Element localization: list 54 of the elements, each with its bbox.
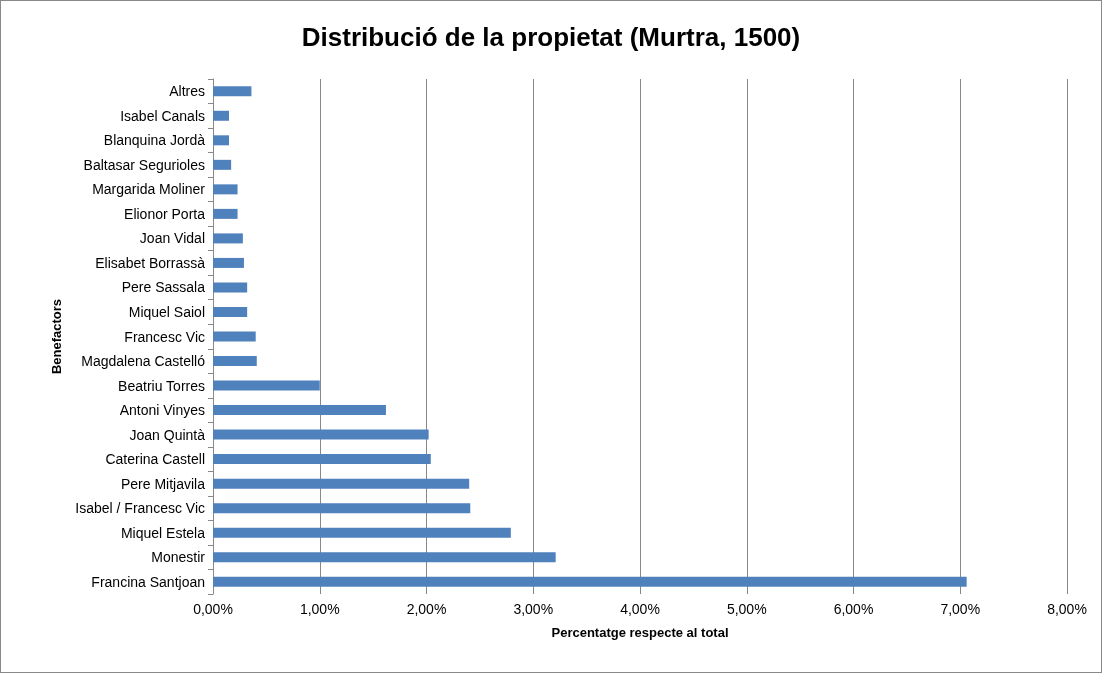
bar xyxy=(213,233,243,244)
x-axis-title: Percentatge respecte al total xyxy=(551,625,729,640)
x-tick-label: 6,00% xyxy=(833,601,874,617)
y-tick-label: Blanquina Jordà xyxy=(103,132,206,149)
bar xyxy=(213,429,429,440)
y-tick-label: Margarida Moliner xyxy=(92,181,206,198)
y-tick-label: Pere Sassala xyxy=(121,279,206,296)
bar xyxy=(213,380,320,391)
bar xyxy=(213,552,556,563)
bar xyxy=(213,86,252,97)
bar xyxy=(213,135,230,146)
bar xyxy=(213,257,244,268)
x-tick-label: 2,00% xyxy=(406,601,447,617)
bar xyxy=(213,331,256,342)
bar xyxy=(213,110,230,121)
chart-title: Distribució de la propietat (Murtra, 1500) xyxy=(301,22,801,52)
y-tick-label: Baltasar Segurioles xyxy=(83,156,205,173)
bar xyxy=(213,454,431,465)
x-tick-label: 8,00% xyxy=(1047,601,1087,617)
y-tick-label: Pere Mitjavila xyxy=(120,475,206,492)
bar xyxy=(213,527,511,538)
y-tick-label: Francina Santjoan xyxy=(91,573,205,590)
bar xyxy=(213,208,238,219)
bar xyxy=(213,576,967,587)
bar xyxy=(213,356,257,367)
y-tick-label: Beatriu Torres xyxy=(118,377,205,394)
y-tick-label: Miquel Saiol xyxy=(128,303,205,320)
y-tick-label: Isabel Canals xyxy=(120,107,205,124)
y-tick-label: Elisabet Borrassà xyxy=(95,254,206,271)
y-tick-label: Antoni Vinyes xyxy=(119,402,205,419)
bar xyxy=(213,184,238,195)
x-tick-label: 3,00% xyxy=(513,601,554,617)
bar xyxy=(213,503,471,514)
bar xyxy=(213,478,470,489)
bar xyxy=(213,159,232,170)
y-tick-label: Magdalena Castelló xyxy=(81,353,206,370)
y-tick-label: Joan Vidal xyxy=(139,230,205,247)
y-tick-label: Caterina Castell xyxy=(105,451,205,468)
y-tick-label: Joan Quintà xyxy=(129,426,206,443)
bar xyxy=(213,306,248,317)
x-tick-label: 4,00% xyxy=(620,601,660,617)
y-tick-label: Isabel / Francesc Vic xyxy=(75,500,205,517)
x-tick-label: 7,00% xyxy=(940,601,981,617)
bar xyxy=(213,405,386,416)
y-tick-label: Francesc Vic xyxy=(124,328,205,345)
x-tick-label: 1,00% xyxy=(299,601,340,617)
y-tick-label: Altres xyxy=(169,83,205,100)
y-axis-title: Benefactors xyxy=(49,298,64,375)
y-tick-label: Elionor Porta xyxy=(124,205,206,222)
x-tick-label: 0,00% xyxy=(193,601,233,617)
bar xyxy=(213,282,248,293)
y-tick-label: Miquel Estela xyxy=(120,524,206,541)
y-tick-label: Monestir xyxy=(151,549,206,566)
x-tick-label: 5,00% xyxy=(726,601,767,617)
